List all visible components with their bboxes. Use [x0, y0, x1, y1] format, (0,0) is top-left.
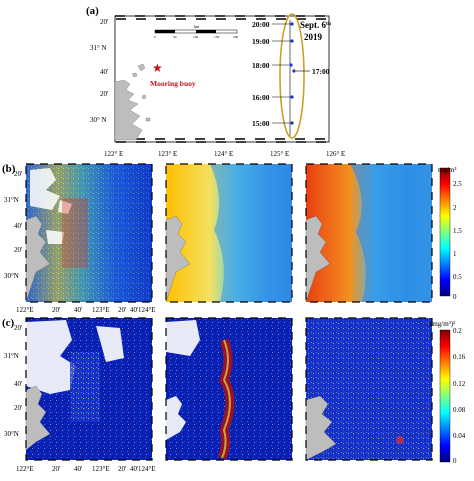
panel-c-maps [25, 317, 433, 461]
b-lon-1: 122°E [16, 306, 34, 314]
c-lon-1: 122°E [16, 465, 34, 473]
a-lon-5: 126° E [326, 150, 345, 158]
scale-tick-2: 100 [193, 35, 199, 39]
c-cbar-tick-1: 0.16 [453, 353, 466, 361]
panel-c-map-3 [305, 318, 432, 461]
b-cbar-tick-4: 0.5 [453, 273, 462, 281]
buoy-star-icon: ★ [152, 61, 163, 75]
a-lat-2: 31° N [90, 44, 107, 52]
panel-c-colorbar: (mg/m³)² 0.2 0.16 0.12 0.08 0.04 0 [430, 320, 466, 465]
c-cbar-tick-2: 0.12 [453, 380, 466, 388]
c-cbar-tick-0: 0.2 [453, 327, 462, 335]
panel-a-land [114, 79, 143, 141]
scale-tick-3: 150 [214, 35, 220, 39]
b-lon-7: 124°E [138, 306, 156, 314]
panel-a-frame [114, 15, 330, 143]
panel-a-islands [131, 63, 151, 122]
b-cbar-tick-0: 2.5 [453, 180, 462, 188]
b-lon-6: 40' [130, 306, 138, 314]
b-cbar-tick-3: 1 [453, 250, 457, 258]
c-lat-5: 30°N [4, 430, 19, 438]
time-label-18: 18:00 [252, 61, 270, 70]
c-lon-5: 20' [118, 465, 126, 473]
b-cbar-tick-1: 2 [453, 204, 457, 212]
b-lat-3: 40' [14, 222, 22, 230]
buoy-label: Mooring buoy [150, 79, 196, 88]
scale-tick-0: 0 [154, 35, 156, 39]
c-lat-2: 31°N [4, 352, 19, 360]
c-cbar-tick-3: 0.08 [453, 406, 466, 414]
c-cbar-unit: (mg/m³)² [430, 320, 455, 328]
b-lon-2: 20' [52, 306, 60, 314]
a-lat-1: 20' [100, 18, 108, 26]
time-ellipse [279, 13, 305, 139]
b-cbar-tick-2: 1.5 [453, 227, 462, 235]
b-lon-5: 20' [118, 306, 126, 314]
panel-a-label: (a) [86, 5, 99, 17]
b-lon-4: 123°E [92, 306, 110, 314]
b-lat-5: 30°N [4, 272, 19, 280]
c-lat-3: 40' [14, 380, 22, 388]
date-line-1: Sept. 6th [300, 20, 331, 30]
time-label-15: 15:00 [252, 119, 270, 128]
a-lat-3: 40' [100, 68, 108, 76]
scale-tick-4: 200 [233, 35, 239, 39]
scale-tick-1: 50 [173, 35, 177, 39]
c-cbar-tick-4: 0.04 [453, 432, 466, 440]
c-lon-2: 20' [52, 465, 60, 473]
panel-a-border-bottom [114, 138, 330, 143]
time-label-19: 19:00 [252, 37, 270, 46]
panel-a-border-top [114, 15, 330, 20]
c-lon-4: 123°E [92, 465, 110, 473]
b-lon-3: 40' [74, 306, 82, 314]
panel-a-map: km 0 50 100 150 200 ★ Mooring buoy 20:0 [114, 13, 331, 143]
panel-c-map-2 [166, 318, 292, 460]
a-lon-3: 124° E [214, 150, 233, 158]
a-lat-4: 20' [100, 90, 108, 98]
panel-b-maps [25, 163, 433, 303]
c-cbar-tick-5: 0 [453, 457, 457, 465]
panel-b-map-3 [305, 164, 432, 303]
time-label-20: 20:00 [252, 20, 270, 29]
c-lon-6: 40' [130, 465, 138, 473]
b-lat-4: 20' [14, 246, 22, 254]
scale-bar: km 0 50 100 150 200 [154, 24, 239, 39]
panel-c-map-1 [25, 318, 152, 460]
a-lon-1: 122° E [104, 150, 123, 158]
panel-b-colorbar: mg/m³ 2.5 2 1.5 1 0.5 0 [438, 166, 462, 301]
c-lon-7: 124°E [138, 465, 156, 473]
c-lat-1: 20' [14, 324, 22, 332]
time-label-17: 17:00 [312, 67, 330, 76]
date-line-2: 2019 [304, 32, 323, 42]
b-lat-2: 31°N [4, 196, 19, 204]
panel-b-map-1 [25, 164, 152, 303]
b-lat-1: 20' [14, 170, 22, 178]
c-lat-4: 20' [14, 404, 22, 412]
a-lon-4: 125° E [270, 150, 289, 158]
time-points [272, 22, 310, 125]
a-lon-2: 123° E [158, 150, 177, 158]
b-cbar-unit: mg/m³ [438, 166, 456, 174]
b-cbar-tick-5: 0 [453, 293, 457, 301]
scale-unit: km [194, 24, 200, 29]
panel-b-map-2 [165, 164, 292, 303]
panel-c-label: (c) [2, 317, 15, 329]
c-lon-3: 40' [74, 465, 82, 473]
panel-b-label: (b) [2, 163, 16, 175]
time-label-16: 16:00 [252, 93, 270, 102]
a-lat-5: 30° N [90, 116, 107, 124]
